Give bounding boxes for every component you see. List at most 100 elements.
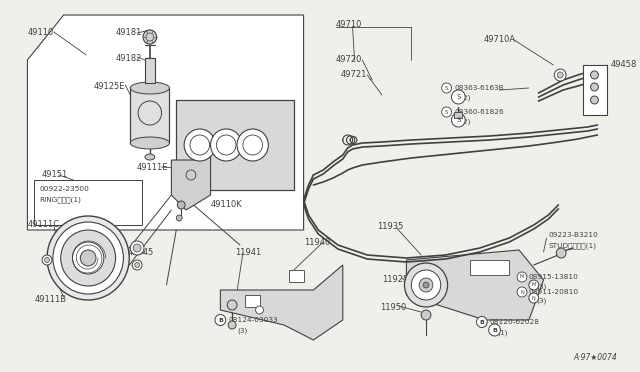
Circle shape: [476, 317, 487, 327]
Text: 08124-03033: 08124-03033: [228, 317, 278, 323]
Circle shape: [489, 324, 500, 336]
Text: 49110: 49110: [28, 28, 54, 37]
Text: 08915-13810: 08915-13810: [529, 274, 579, 280]
Circle shape: [591, 83, 598, 91]
Bar: [131, 88, 170, 143]
Circle shape: [143, 30, 157, 44]
Text: (3): (3): [537, 283, 547, 289]
Circle shape: [215, 314, 226, 326]
Circle shape: [412, 270, 441, 300]
Text: STUDスタッド(1): STUDスタッド(1): [548, 242, 596, 248]
Text: B: B: [479, 320, 484, 324]
Ellipse shape: [131, 137, 170, 149]
Circle shape: [451, 90, 465, 104]
Text: (1): (1): [497, 329, 508, 336]
Circle shape: [72, 242, 104, 274]
Circle shape: [451, 113, 465, 127]
Bar: [470, 260, 509, 275]
Text: 08120-62028: 08120-62028: [490, 319, 540, 325]
Text: (2): (2): [460, 94, 471, 100]
Text: B: B: [492, 327, 497, 333]
Polygon shape: [28, 15, 303, 230]
Text: N: N: [532, 295, 536, 301]
Text: (3): (3): [537, 298, 547, 305]
Text: 49721: 49721: [341, 70, 367, 79]
Circle shape: [132, 260, 142, 270]
Text: S: S: [445, 109, 449, 115]
Circle shape: [517, 272, 527, 282]
Text: 11941: 11941: [235, 248, 261, 257]
Bar: [145, 58, 155, 83]
Circle shape: [556, 248, 566, 258]
Circle shape: [442, 83, 451, 93]
Polygon shape: [406, 250, 543, 320]
Circle shape: [517, 287, 527, 297]
Text: 49111B: 49111B: [35, 295, 67, 304]
Circle shape: [554, 69, 566, 81]
Circle shape: [61, 230, 116, 286]
Bar: [454, 112, 462, 118]
Circle shape: [255, 306, 264, 314]
Circle shape: [423, 282, 429, 288]
Circle shape: [529, 293, 539, 303]
Bar: [245, 295, 260, 307]
Text: 09223-B3210: 09223-B3210: [548, 232, 598, 238]
Circle shape: [211, 129, 242, 161]
Circle shape: [42, 255, 52, 265]
Bar: [35, 180, 142, 225]
Circle shape: [419, 278, 433, 292]
Bar: [289, 270, 303, 282]
Text: 49182: 49182: [116, 54, 142, 63]
Text: 11940: 11940: [303, 238, 330, 247]
Circle shape: [421, 310, 431, 320]
Text: M: M: [532, 282, 536, 288]
Text: A·97★0074: A·97★0074: [573, 353, 617, 362]
Circle shape: [557, 72, 563, 78]
Text: (2): (2): [460, 118, 471, 125]
Text: 49125E: 49125E: [94, 82, 125, 91]
Text: RINGリング(1): RINGリング(1): [39, 196, 81, 203]
Text: 49111E: 49111E: [137, 163, 168, 172]
Text: S: S: [456, 94, 461, 100]
Text: S: S: [456, 117, 461, 123]
Circle shape: [237, 129, 268, 161]
Circle shape: [591, 96, 598, 104]
Text: 49720: 49720: [336, 55, 362, 64]
Text: 49458: 49458: [610, 60, 637, 69]
Ellipse shape: [145, 154, 155, 160]
Text: 00922-23500: 00922-23500: [39, 186, 89, 192]
Text: B: B: [218, 317, 223, 323]
Bar: [131, 88, 170, 143]
Circle shape: [133, 244, 141, 252]
Text: 08360-61826: 08360-61826: [454, 109, 504, 115]
Circle shape: [131, 241, 144, 255]
Bar: [176, 100, 294, 190]
Circle shape: [591, 71, 598, 79]
Circle shape: [176, 215, 182, 221]
Text: S: S: [445, 86, 449, 90]
Text: 49111C: 49111C: [28, 220, 60, 229]
Text: 49710: 49710: [336, 20, 362, 29]
Bar: [176, 100, 294, 190]
Circle shape: [228, 321, 236, 329]
Text: 49181: 49181: [116, 28, 142, 37]
Circle shape: [134, 263, 140, 267]
Circle shape: [47, 216, 129, 300]
Circle shape: [53, 222, 124, 294]
Polygon shape: [220, 265, 343, 340]
Circle shape: [184, 129, 216, 161]
Circle shape: [529, 280, 539, 290]
Circle shape: [177, 201, 185, 209]
Bar: [583, 65, 607, 115]
Text: 11935: 11935: [377, 222, 403, 231]
Polygon shape: [172, 145, 211, 210]
Text: 49110K: 49110K: [211, 200, 243, 209]
Text: 11925: 11925: [382, 275, 408, 284]
Text: 11950: 11950: [380, 303, 406, 312]
Text: 49710A: 49710A: [484, 35, 516, 44]
Circle shape: [80, 250, 96, 266]
Text: 08363-6163B: 08363-6163B: [454, 85, 504, 91]
Text: M: M: [520, 275, 524, 279]
Circle shape: [442, 107, 451, 117]
Text: 49545: 49545: [127, 248, 154, 257]
